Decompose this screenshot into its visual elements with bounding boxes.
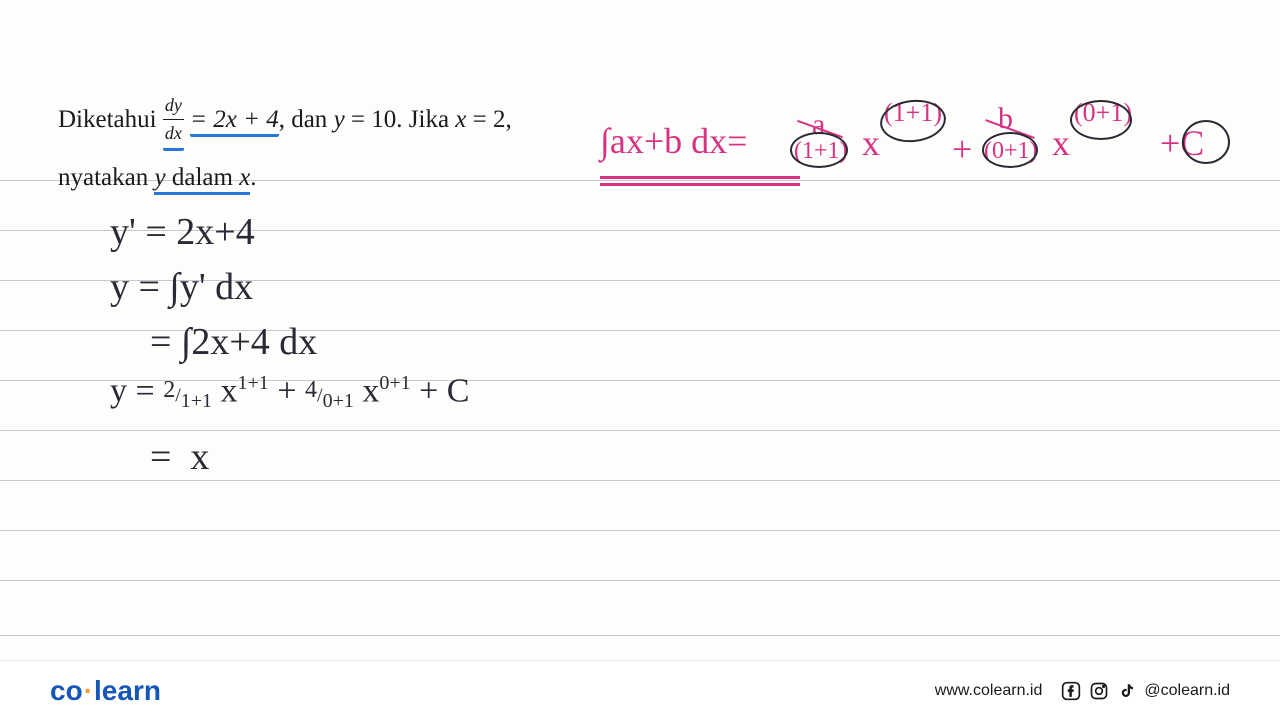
ruled-line (0, 580, 1280, 581)
problem-prefix: Diketahui (58, 106, 163, 133)
circle-den1 (790, 132, 848, 168)
line2-suffix: . (250, 164, 256, 191)
social-icons: @colearn.id (1060, 680, 1230, 702)
work-line-2: y = ∫y' dx (110, 265, 253, 309)
problem-line-1: Diketahui dy dx = 2x + 4, dan y = 10. Ji… (58, 92, 512, 151)
footer-url[interactable]: www.colearn.id (935, 682, 1043, 700)
work-line-5: = x (150, 435, 209, 479)
ruled-line (0, 530, 1280, 531)
ruled-line (0, 635, 1280, 636)
logo: co·learn (50, 675, 161, 707)
red-underline-2 (600, 183, 800, 186)
circle-c (1182, 120, 1230, 164)
integral-expr: ∫ax+b dx= (600, 121, 747, 161)
work-line-4: y = 2/1+1 x1+1 + 4/0+1 x0+1 + C (110, 372, 469, 410)
work-line-3: = ∫2x+4 dx (150, 320, 317, 364)
line2-prefix: nyatakan (58, 164, 154, 191)
circle-den2 (982, 132, 1038, 168)
logo-learn: learn (94, 675, 161, 706)
red-underline-1 (600, 176, 800, 179)
line2-underlined: y dalam x (154, 164, 250, 195)
problem-rest: , dan y = 10. Jika x = 2, (279, 106, 512, 133)
fraction-numerator: dy (163, 92, 184, 120)
ruled-line (0, 480, 1280, 481)
formula-annotation: ∫ax+b dx= (600, 120, 747, 162)
footer-bar: co·learn www.colearn.id @colearn.id (0, 660, 1280, 720)
footer-right: www.colearn.id @colearn.id (935, 680, 1230, 702)
facebook-icon[interactable] (1060, 680, 1082, 702)
equation-text: = 2x + 4 (190, 106, 279, 137)
formula-plus1: + (952, 128, 972, 170)
ruled-line (0, 430, 1280, 431)
fraction-denominator: dx (163, 120, 184, 147)
work-line-1: y' = 2x+4 (110, 210, 255, 254)
tiktok-icon[interactable] (1116, 680, 1138, 702)
problem-statement: Diketahui dy dx = 2x + 4, dan y = 10. Ji… (58, 92, 512, 197)
frac-b-num: b (998, 102, 1013, 136)
circle-exp2 (1070, 100, 1132, 140)
logo-co: co (50, 675, 83, 706)
problem-line-2: nyatakan y dalam x. (58, 159, 512, 197)
formula-x2: x (1052, 122, 1070, 164)
instagram-icon[interactable] (1088, 680, 1110, 702)
footer-handle[interactable]: @colearn.id (1144, 682, 1230, 700)
fraction-dy-dx: dy dx (163, 92, 184, 151)
formula-x1: x (862, 122, 880, 164)
logo-dot: · (84, 675, 93, 706)
